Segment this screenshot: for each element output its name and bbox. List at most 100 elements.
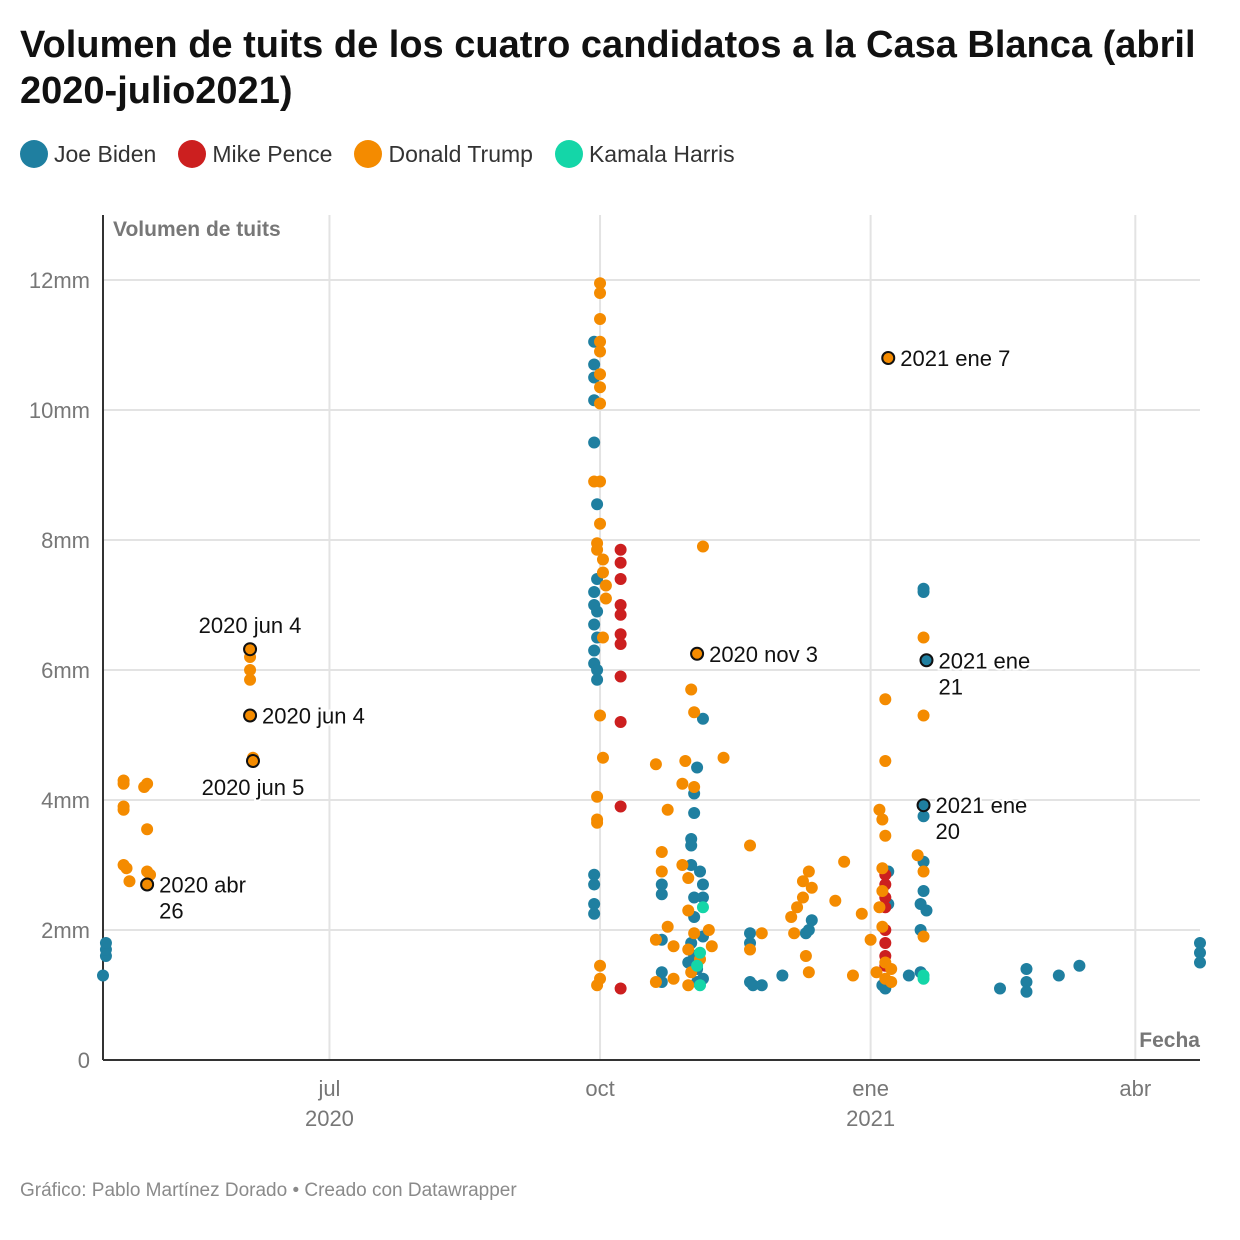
data-point [746,979,759,992]
data-point [588,644,601,657]
data-point [614,556,627,569]
data-point [591,664,604,676]
legend-label: Kamala Harris [588,140,735,167]
annotation-label: 20 [936,819,960,844]
data-point [655,878,668,891]
data-point [917,709,930,722]
data-point [688,927,701,940]
data-point [917,885,930,897]
data-point [676,777,689,790]
data-point [829,894,842,907]
data-point [805,914,818,927]
data-point [596,751,609,764]
data-point [876,885,889,897]
data-point [755,979,768,992]
data-point [594,959,607,972]
data-point [682,943,695,956]
data-point [696,712,709,725]
data-point [879,937,892,949]
data-point [588,358,601,371]
data-point [802,924,815,936]
data-point [696,891,709,904]
data-point [123,875,136,888]
legend-swatch [178,140,207,168]
data-point [591,816,604,829]
annotation-label: 21 [938,674,962,699]
data-point [614,638,627,650]
data-point [917,586,930,598]
data-point [785,911,798,923]
data-point [594,368,607,381]
legend-swatch [20,140,48,168]
data-point [876,920,889,933]
annotation-label: 2020 jun 4 [262,704,365,729]
highlight-point [243,642,258,657]
data-point [1052,969,1065,982]
data-point [117,803,130,816]
data-point [879,755,892,767]
data-point [1020,963,1033,975]
data-point [870,966,883,979]
annotation-label: 26 [159,899,183,924]
annotation-label: 2021 ene [938,648,1030,673]
legend-item: Joe Biden [20,140,156,168]
data-point [838,855,851,868]
data-point [1020,976,1033,988]
y-tick-label: 12mm [29,268,90,293]
data-point [917,631,930,644]
data-point [97,969,109,982]
data-point [667,972,680,985]
data-point [594,345,607,358]
data-point [599,592,612,605]
highlight-point [919,653,934,668]
data-point [920,904,933,917]
data-point [694,865,707,878]
data-point [588,436,601,449]
legend-item: Mike Pence [178,140,332,168]
data-point [591,498,604,511]
data-point [744,839,757,852]
data-point [588,618,601,631]
annotation-label: 2021 ene [936,793,1028,818]
data-point [682,904,695,917]
data-point [846,969,859,982]
data-point [1194,937,1206,949]
y-tick-label: 8mm [41,528,90,553]
data-point [661,920,674,933]
data-point [696,540,709,553]
data-point [594,277,607,290]
annotation-label: 2020 jun 4 [199,613,302,638]
highlight-point [243,708,258,723]
data-point [685,683,698,696]
data-point [244,664,257,676]
highlight-point [245,754,260,768]
data-point [594,709,607,722]
data-point [594,313,607,325]
chart-title: Volumen de tuits de los cuatro candidato… [20,24,1196,112]
data-point [594,397,607,410]
data-point [879,829,892,842]
data-point [649,976,662,988]
legend-label: Donald Trump [388,140,533,167]
data-point [596,631,609,644]
data-point [688,706,701,719]
annotation-label: 2020 jun 5 [202,775,305,800]
data-point [694,946,707,959]
data-point [864,933,877,946]
data-point [599,579,612,592]
legend-swatch [354,140,383,168]
data-point [655,966,668,979]
data-point [911,849,924,862]
legend-swatch [554,140,583,168]
data-point [614,670,627,683]
data-point [591,605,604,618]
data-point [588,907,601,920]
data-point [588,586,601,598]
data-point [744,927,757,940]
data-point [614,716,627,728]
data-point [655,888,668,901]
data-point [791,901,804,914]
data-point [702,924,715,936]
chart-footer: Gráfico: Pablo Martínez Dorado • Creado … [20,1180,517,1201]
